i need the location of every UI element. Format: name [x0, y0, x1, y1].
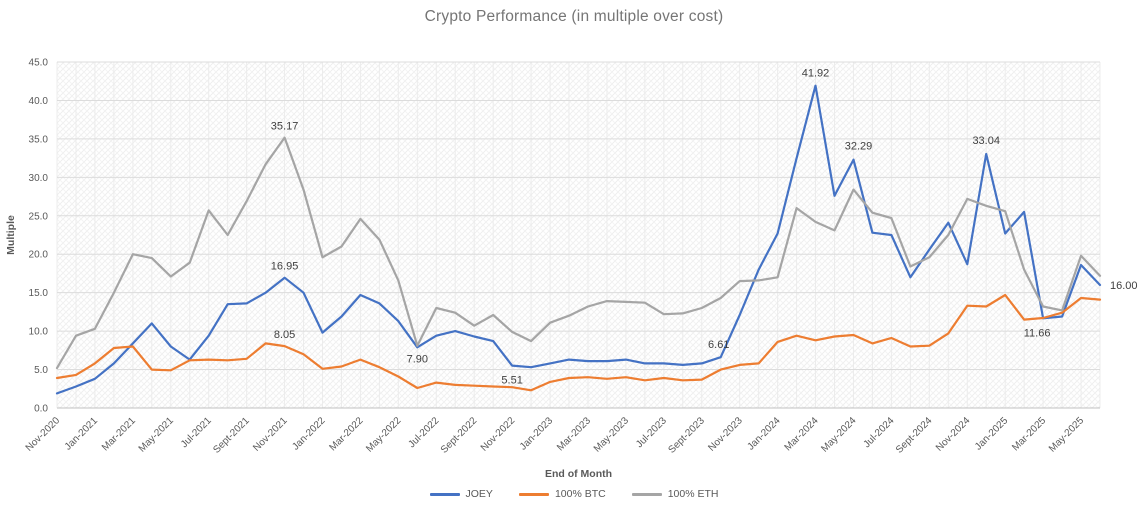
x-tick-label: Mar-2021	[100, 415, 138, 453]
data-label-32.29: 32.29	[845, 141, 873, 153]
y-tick-label: 30.0	[29, 173, 49, 184]
data-label-8.05: 8.05	[274, 329, 295, 341]
y-tick-label: 5.0	[34, 365, 48, 376]
data-label-41.92: 41.92	[802, 68, 830, 80]
data-label-11.66: 11.66	[1024, 327, 1051, 339]
x-tick-label: May-2023	[592, 415, 632, 455]
x-tick-label: May-2025	[1047, 415, 1087, 455]
data-label-5.51: 5.51	[501, 375, 522, 387]
legend-label: 100% BTC	[554, 488, 606, 500]
x-tick-label: May-2021	[137, 415, 177, 455]
x-tick-label: Sept-2021	[211, 415, 252, 456]
x-tick-label: May-2024	[819, 415, 859, 455]
series-line-joey[interactable]	[55, 84, 1102, 395]
data-label-16.95: 16.95	[271, 261, 299, 273]
x-tick-label: Jul-2023	[634, 415, 669, 450]
legend: JOEY 100% BTC 100% ETH	[0, 488, 1148, 500]
x-tick-label: Jan-2024	[745, 415, 783, 453]
x-tick-label: Mar-2025	[1010, 415, 1048, 453]
legend-label: 100% ETH	[667, 488, 719, 500]
y-axis-title: Multiple	[5, 215, 17, 255]
x-tick-label: Nov-2022	[479, 415, 518, 454]
x-tick-label: Mar-2024	[783, 415, 821, 453]
x-tick-label: Jan-2022	[290, 415, 328, 453]
chart-title[interactable]: Crypto Performance (in multiple over cos…	[424, 8, 724, 25]
series-line-100-eth[interactable]	[55, 136, 1102, 370]
legend-line-icon	[631, 492, 662, 496]
y-tick-label: 15.0	[29, 288, 49, 299]
x-tick-label: Jul-2021	[179, 415, 214, 450]
x-tick-label: Jul-2024	[862, 415, 897, 450]
x-axis-title: End of Month	[544, 468, 613, 480]
series-line-100-btc[interactable]	[55, 293, 1102, 392]
data-label-33.04: 33.04	[972, 135, 1000, 147]
x-tick-label: Jul-2022	[406, 415, 441, 450]
x-tick-label: Sept-2022	[439, 415, 480, 456]
x-tick-label: Nov-2020	[24, 415, 63, 454]
x-tick-label: May-2022	[364, 415, 404, 455]
x-tick-label: Mar-2022	[327, 415, 365, 453]
y-tick-label: 45.0	[29, 58, 49, 69]
x-tick-label: Jan-2021	[63, 415, 101, 453]
x-tick-label: Nov-2023	[706, 415, 745, 454]
x-tick-label: Nov-2021	[251, 415, 290, 454]
x-tick-label: Nov-2024	[934, 415, 973, 454]
legend-line-icon	[429, 492, 460, 496]
legend-item-joey[interactable]: JOEY	[429, 488, 493, 500]
data-label-16.00: 16.00	[1110, 280, 1138, 292]
y-tick-label: 0.0	[34, 404, 48, 415]
x-tick-label: Jan-2025	[973, 415, 1011, 453]
x-tick-label: Mar-2023	[555, 415, 593, 453]
x-tick-label: Sept-2023	[666, 415, 707, 456]
y-tick-label: 35.0	[29, 134, 49, 145]
legend-item-100-btc[interactable]: 100% BTC	[518, 488, 606, 500]
legend-label: JOEY	[465, 488, 493, 500]
y-tick-label: 25.0	[29, 211, 49, 222]
plot-background	[57, 62, 1100, 408]
y-tick-label: 20.0	[29, 250, 49, 261]
data-label-7.90: 7.90	[407, 353, 428, 365]
legend-line-icon	[518, 492, 549, 496]
x-tick-label: Sept-2024	[894, 415, 935, 456]
data-label-6.61: 6.61	[708, 339, 729, 351]
x-tick-label: Jan-2023	[518, 415, 556, 453]
legend-item-100-eth[interactable]: 100% ETH	[631, 488, 719, 500]
data-label-35.17: 35.17	[271, 121, 299, 133]
y-tick-label: 10.0	[29, 327, 49, 338]
y-tick-label: 40.0	[29, 96, 49, 107]
